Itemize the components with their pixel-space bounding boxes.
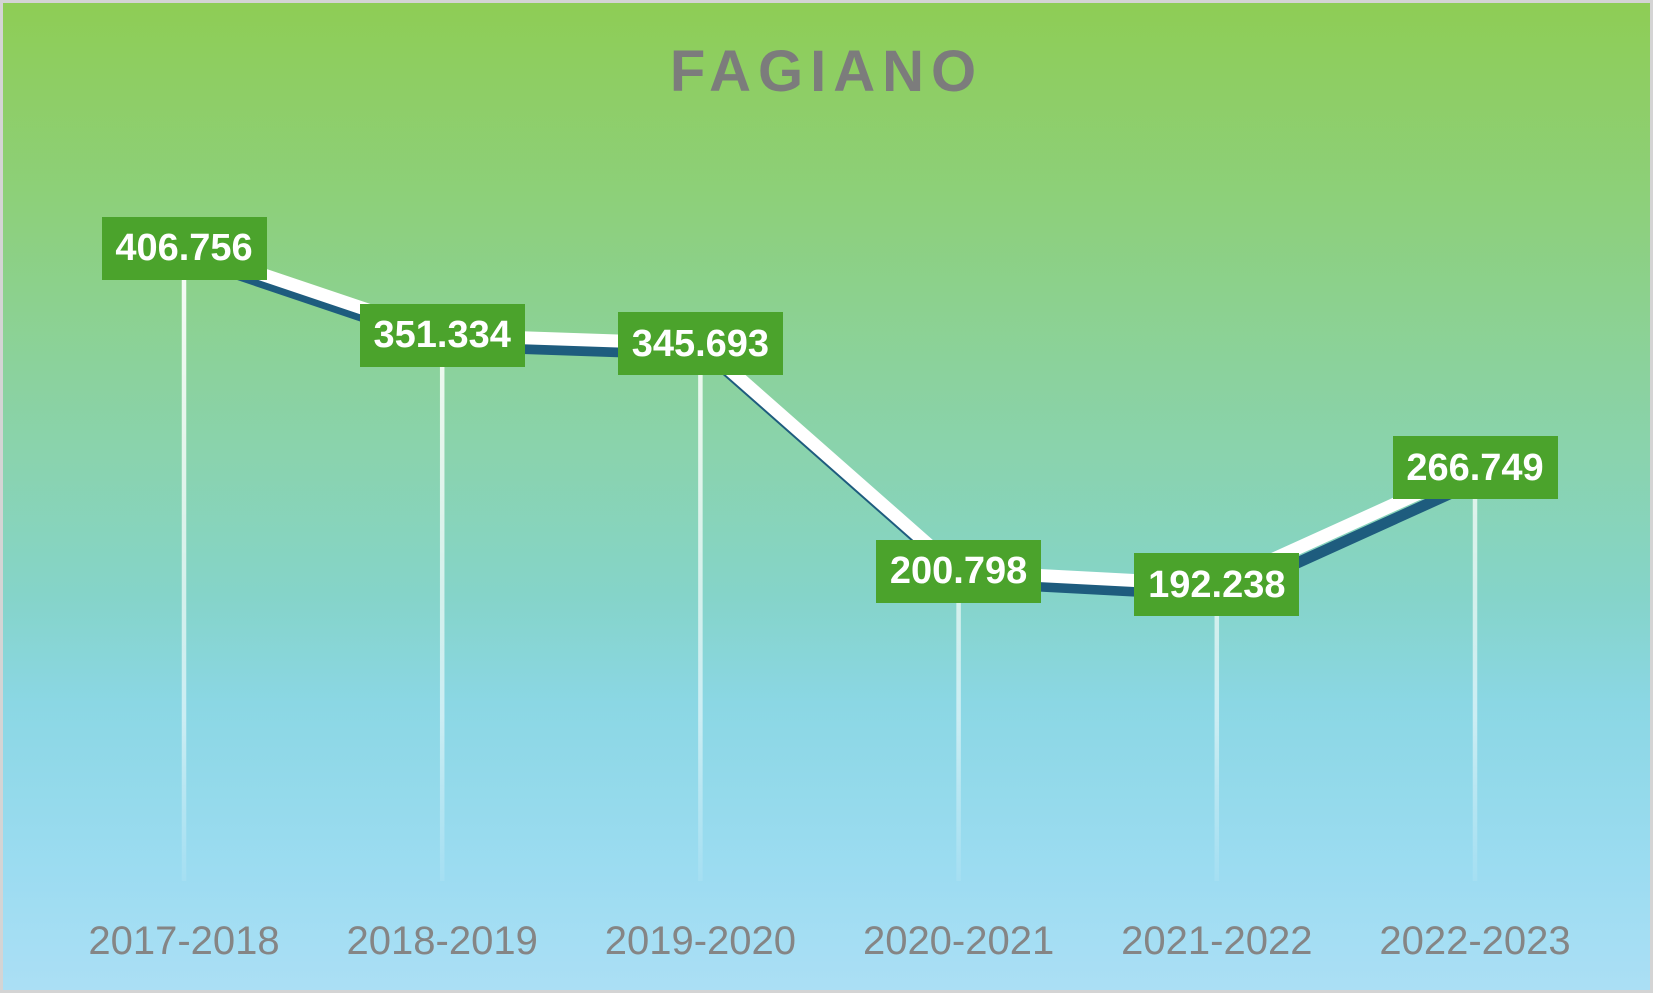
- data-label-box: 345.693: [617, 312, 783, 376]
- data-label-box: 266.749: [1392, 436, 1558, 500]
- x-axis-label: 2018-2019: [346, 919, 538, 963]
- chart-title: FAGIANO: [669, 39, 984, 104]
- data-label-box: 200.798: [876, 539, 1042, 603]
- data-label-box: 406.756: [101, 216, 267, 280]
- x-axis-label: 2017-2018: [88, 919, 280, 963]
- data-label-box: 192.238: [1134, 553, 1300, 617]
- series-line: [181, 241, 1478, 592]
- x-axis-label: 2020-2021: [862, 919, 1055, 963]
- x-axis-label: 2021-2022: [1121, 919, 1313, 963]
- data-label-box: 351.334: [359, 303, 525, 367]
- x-axis-label: 2019-2020: [604, 919, 797, 963]
- x-axis-label: 2022-2023: [1379, 919, 1571, 963]
